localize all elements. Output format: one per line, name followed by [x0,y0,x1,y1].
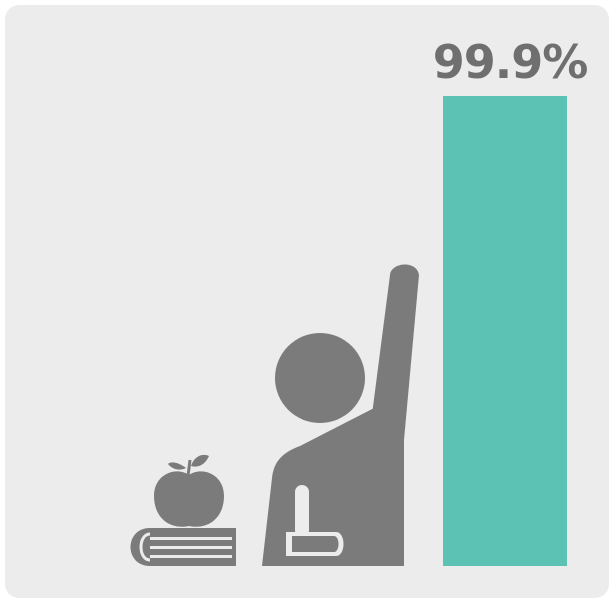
apple-icon [154,454,224,527]
bar-track [443,96,567,566]
bar [443,96,567,566]
bar-value-label: 99.9% [432,35,589,89]
books-icon [130,528,236,566]
student-raising-hand-icon [262,264,419,566]
